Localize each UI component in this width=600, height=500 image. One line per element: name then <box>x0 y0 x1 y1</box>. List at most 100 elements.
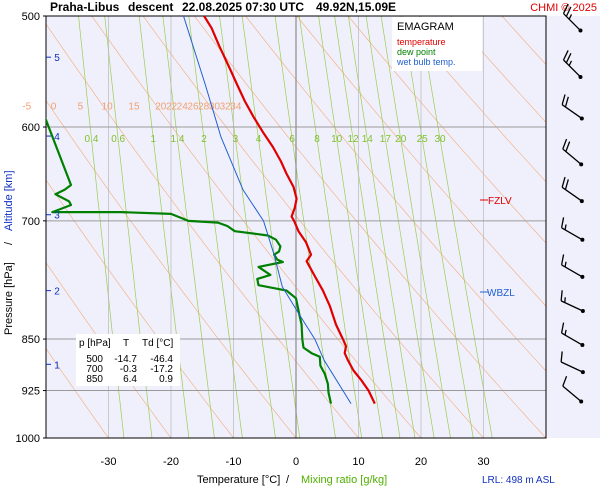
dry-adiabat-line <box>142 16 484 438</box>
mixing-ratio-label: 10 <box>331 134 343 145</box>
value-table: p [hPa] T Td [°C] 500 -14.7 -46.4 700 -0… <box>76 334 180 386</box>
temperature-tick-label: -10 <box>226 456 242 468</box>
mixing-ratio-line <box>78 16 125 438</box>
y-axis-label-altitude: Altitude [km] <box>3 170 15 231</box>
wind-barb-full-feather <box>564 96 569 108</box>
table-cell: -0.3 <box>120 364 138 375</box>
altitude-tick-label: 1 <box>54 360 60 371</box>
table-cell: 0.9 <box>159 374 173 385</box>
wind-barb-full-feather <box>560 351 563 363</box>
value-table-background <box>76 334 180 386</box>
header-station: Praha-Libus <box>50 0 120 14</box>
wind-barb-half-feather <box>564 297 566 303</box>
wind-barb-half-feather <box>568 14 573 20</box>
dry-adiabat-label: 22 <box>166 102 178 113</box>
temperature-tick-labels: -30 -20 -10 0 10 20 30 <box>101 456 490 468</box>
altitude-tick-label: 3 <box>54 211 60 222</box>
wind-barb-full-feather <box>562 50 569 61</box>
dry-adiabat-line <box>193 16 546 438</box>
mixing-ratio-lines <box>78 16 493 438</box>
mixing-ratio-label: 20 <box>395 134 407 145</box>
dry-adiabat-labels: -5 0 5 10 15 20 22 24 26 28 30 32 34 <box>22 102 242 113</box>
wind-barb-half-feather <box>564 261 567 268</box>
temperature-tick-label: 0 <box>293 456 299 468</box>
mixing-ratio-label: 6 <box>289 134 295 145</box>
mixing-ratio-label: 25 <box>417 134 429 145</box>
legend-title: EMAGRAM <box>397 21 454 33</box>
wind-barb <box>562 375 584 404</box>
temperature-tick-label: -20 <box>163 456 179 468</box>
dry-adiabat-label: 32 <box>220 102 232 113</box>
dry-adiabat-line <box>296 16 546 307</box>
mixing-ratio-label: 12 <box>348 134 360 145</box>
mixing-ratio-label: 17 <box>380 134 392 145</box>
wind-barb <box>560 217 585 242</box>
table-header-t: T <box>123 338 129 349</box>
wind-barb-shaft <box>560 361 584 373</box>
legend-temperature: temperature <box>397 37 446 47</box>
mixing-ratio-label: 1 <box>151 134 157 145</box>
dry-adiabat-line <box>46 23 359 438</box>
wind-barb-half-feather <box>564 329 567 336</box>
pressure-tick-label: 850 <box>22 334 40 346</box>
dry-adiabat-label: 15 <box>128 102 140 113</box>
mixing-ratio-line <box>318 16 383 438</box>
table-cell: 500 <box>86 354 103 365</box>
wbzl-label: WBZL <box>487 288 515 299</box>
dry-adiabat-label: -5 <box>22 102 31 113</box>
wind-barb <box>560 351 585 375</box>
wind-barb <box>560 322 585 348</box>
dry-adiabat-line <box>245 16 546 372</box>
altitude-tick-labels: 1 2 3 4 5 <box>46 53 60 371</box>
pressure-tick-label: 1000 <box>16 433 40 445</box>
pressure-tick-label: 500 <box>22 11 40 23</box>
sounding-series <box>46 16 376 405</box>
table-cell: 700 <box>86 364 103 375</box>
mixing-ratio-line <box>188 16 243 438</box>
altitude-tick-label: 5 <box>54 53 60 64</box>
wind-barb-full-feather <box>565 52 572 64</box>
dry-adiabat-label: 34 <box>230 102 242 113</box>
wind-barb-full-feather <box>564 179 569 190</box>
lrl-label: LRL: 498 m ASL <box>482 475 555 486</box>
table-header-td: Td [°C] <box>142 338 173 349</box>
wind-barb <box>560 290 585 314</box>
dry-adiabat-line <box>46 179 234 438</box>
table-header-p: p [hPa] <box>79 338 111 349</box>
wind-barb-half-feather <box>564 224 567 230</box>
dry-adiabat-label: 0 <box>51 102 57 113</box>
wind-barb-full-feather <box>560 322 565 334</box>
dry-adiabat-line <box>46 99 297 438</box>
mixing-ratio-line <box>138 16 190 438</box>
dry-adiabat-label: 24 <box>177 102 189 113</box>
mixing-ratio-line <box>365 16 435 438</box>
wind-barb-full-feather <box>565 141 571 152</box>
mixing-ratio-label: 14 <box>362 134 374 145</box>
wind-barb-full-feather <box>562 138 568 150</box>
mixing-ratio-label: 8 <box>314 134 320 145</box>
wind-barb <box>562 3 583 33</box>
copyright: CHMI © 2025 <box>530 2 597 14</box>
dry-adiabat-line <box>399 16 546 183</box>
mixing-ratio-label: 1.4 <box>171 134 185 145</box>
dry-adiabat-label: 10 <box>102 102 114 113</box>
dry-adiabat-label: 28 <box>198 102 210 113</box>
table-cell: -17.2 <box>150 364 173 375</box>
temperature-tick-label: -30 <box>101 456 117 468</box>
mixing-ratio-line <box>162 16 215 438</box>
temperature-tick-label: 20 <box>415 456 427 468</box>
pressure-tick-label: 600 <box>22 122 40 134</box>
wind-barb-full-feather <box>562 375 568 387</box>
mixing-ratio-line <box>419 16 493 438</box>
mixing-ratio-label: 3 <box>233 134 239 145</box>
wind-barb-full-feather <box>565 6 572 17</box>
wind-barb-full-feather <box>560 217 565 228</box>
altitude-tick-label: 2 <box>54 287 60 298</box>
table-cell: 6.4 <box>123 374 137 385</box>
wind-barbs <box>560 3 585 404</box>
wind-barb-full-feather <box>561 176 566 188</box>
temperature-tick-label: 10 <box>352 456 364 468</box>
wind-barb <box>562 50 583 79</box>
legend-box <box>392 17 482 71</box>
